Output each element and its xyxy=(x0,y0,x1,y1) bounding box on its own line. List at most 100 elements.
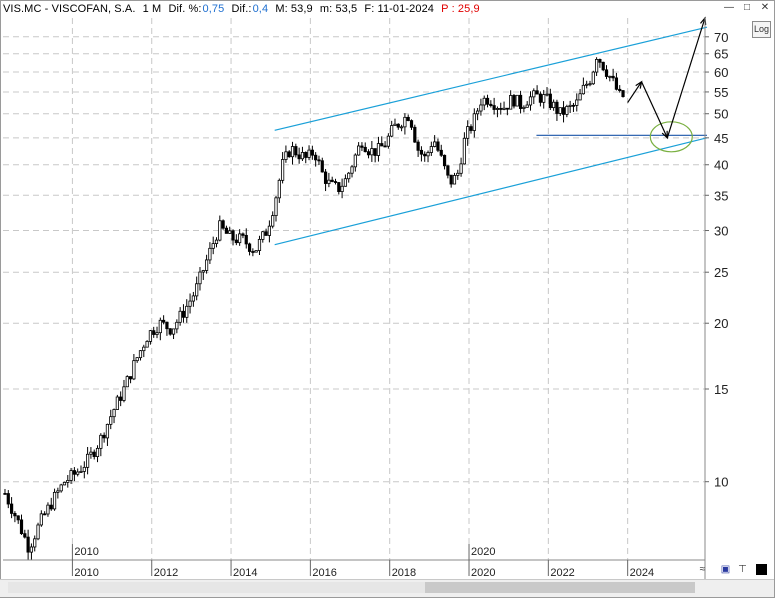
candle-body xyxy=(66,480,70,483)
candle-body xyxy=(109,416,113,425)
candle-body xyxy=(277,179,281,199)
close-icon[interactable]: ✕ xyxy=(760,2,770,13)
candles xyxy=(3,57,625,561)
candle-body xyxy=(79,470,83,473)
candle-body xyxy=(423,153,427,157)
candle-body xyxy=(601,61,605,71)
color-swatch-icon[interactable] xyxy=(756,564,767,575)
candle-body xyxy=(320,160,324,173)
x-tick-label: 2020 xyxy=(471,567,495,579)
candle-body xyxy=(168,328,172,335)
candle-body xyxy=(373,148,377,156)
candle-body xyxy=(456,172,460,176)
candle-body xyxy=(251,251,255,253)
candle-body xyxy=(39,513,43,526)
candle-body xyxy=(181,310,186,318)
candle-body xyxy=(568,104,572,107)
candle-body xyxy=(307,149,311,158)
y-tick-label: 45 xyxy=(714,131,728,146)
pin-icon[interactable]: ⊤ xyxy=(738,564,747,575)
candle-body xyxy=(459,163,463,174)
maximize-icon[interactable]: □ xyxy=(743,2,751,13)
candle-body xyxy=(125,376,129,388)
candle-body xyxy=(436,141,440,151)
candle-body xyxy=(446,165,450,176)
candle-body xyxy=(588,83,592,86)
upper-x-tick-label: 2010 xyxy=(74,546,98,558)
candle-body xyxy=(56,490,60,493)
candle-body xyxy=(370,148,374,156)
y-tick-label: 50 xyxy=(714,107,728,122)
candle-body xyxy=(145,341,149,348)
projection-segment xyxy=(666,17,706,138)
candle-body xyxy=(29,546,34,553)
candle-body xyxy=(19,519,24,535)
candle-body xyxy=(393,123,397,126)
minimize-icon[interactable]: — xyxy=(724,2,734,13)
candle-body xyxy=(99,434,103,449)
candle-body xyxy=(505,107,509,110)
scrollbar-thumb[interactable] xyxy=(425,582,695,593)
candle-body xyxy=(132,360,136,380)
candle-body xyxy=(578,93,582,101)
candle-body xyxy=(314,154,318,161)
log-scale-button[interactable]: Log xyxy=(752,21,771,38)
candle-body xyxy=(413,126,417,143)
candle-body xyxy=(86,453,90,468)
candle-body xyxy=(386,135,390,147)
candle-body xyxy=(353,154,357,168)
candle-body xyxy=(561,107,566,115)
candle-body xyxy=(155,332,159,335)
candle-body xyxy=(23,533,27,538)
candle-body xyxy=(548,93,552,109)
candle-body xyxy=(33,538,37,548)
candle-body xyxy=(231,230,235,241)
candle-body xyxy=(439,149,443,156)
period-value: P : 25,9 xyxy=(441,3,480,15)
candle-body xyxy=(390,125,394,137)
target-zone-ellipse xyxy=(649,121,693,153)
candle-body xyxy=(228,230,232,234)
candle-body xyxy=(43,513,47,516)
candle-body xyxy=(49,504,53,510)
candle-body xyxy=(271,215,275,227)
candle-body xyxy=(178,310,182,323)
wave-icon[interactable]: ≈ xyxy=(699,564,706,575)
save-icon[interactable]: ▣ xyxy=(720,564,731,575)
y-tick-label: 65 xyxy=(714,47,728,62)
candle-body xyxy=(297,154,301,160)
x-tick-label: 2010 xyxy=(74,567,98,579)
candle-body xyxy=(138,350,143,359)
candle-body xyxy=(340,185,344,193)
y-tick-label: 15 xyxy=(714,382,728,397)
candle-body xyxy=(6,493,10,505)
candle-body xyxy=(429,146,433,153)
candle-body xyxy=(195,283,199,297)
upper-channel-line xyxy=(274,26,708,131)
candle-body xyxy=(171,328,176,335)
candle-body xyxy=(102,434,106,439)
candle-body xyxy=(535,90,539,95)
date-value: F: 11-01-2024 xyxy=(364,3,435,15)
candle-body xyxy=(294,146,298,156)
candle-body xyxy=(95,447,100,457)
candle-body xyxy=(492,105,496,110)
candle-body xyxy=(72,470,76,475)
candle-body xyxy=(472,113,476,131)
candle-body xyxy=(92,451,96,457)
projection-segment xyxy=(640,81,668,139)
dif-pct-label: Dif. %: xyxy=(168,3,202,15)
timeframe[interactable]: 1 M xyxy=(142,3,162,15)
candle-body xyxy=(142,346,146,352)
candle-body xyxy=(363,146,367,153)
candle-body xyxy=(165,321,169,330)
candle-body xyxy=(337,182,341,193)
candle-body xyxy=(281,159,285,181)
candle-body xyxy=(476,110,480,115)
candle-body xyxy=(247,243,252,252)
candle-body xyxy=(591,71,595,85)
horizontal-scrollbar[interactable] xyxy=(8,582,695,593)
candle-body xyxy=(366,151,371,156)
lower-channel-line xyxy=(274,137,708,246)
